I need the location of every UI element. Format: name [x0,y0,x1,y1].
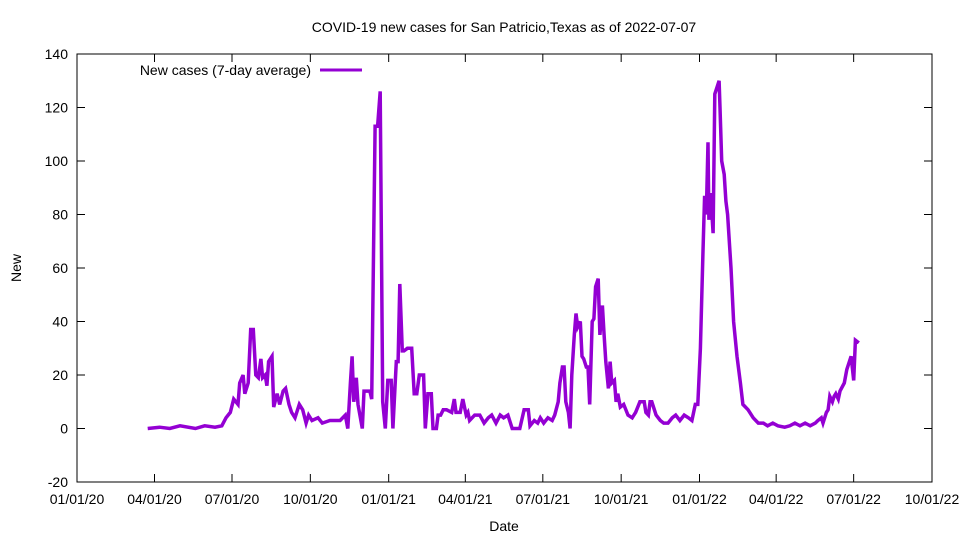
x-tick-label: 10/01/21 [594,491,649,507]
x-axis-label: Date [489,518,519,534]
x-tick-label: 01/01/21 [361,491,416,507]
y-tick-label: 60 [52,260,68,276]
x-tick-label: 01/01/20 [50,491,105,507]
series-line [147,80,860,431]
y-tick-label: 80 [52,207,68,223]
series-group [147,80,860,431]
x-tick-label: 04/01/21 [438,491,493,507]
y-tick-label: -20 [48,474,68,490]
y-axis-label: New [8,253,24,282]
x-tick-label: 10/01/20 [283,491,338,507]
y-axis: -20 0 20 40 60 80 100 120 140 [45,46,932,490]
y-tick-label: 120 [45,100,69,116]
x-tick-label: 04/01/20 [127,491,182,507]
x-tick-label: 07/01/22 [826,491,881,507]
x-axis: 01/01/20 04/01/20 07/01/20 10/01/20 01/01/21… [50,54,960,507]
legend: New cases (7-day average) [140,62,362,78]
y-tick-label: 140 [45,46,69,62]
x-tick-label: 07/01/21 [516,491,571,507]
y-tick-label: 100 [45,153,69,169]
y-tick-label: 20 [52,367,68,383]
x-tick-label: 10/01/22 [905,491,960,507]
chart-title: COVID-19 new cases for San Patricio,Texa… [312,19,697,35]
legend-label: New cases (7-day average) [140,62,311,78]
y-tick-label: 40 [52,314,68,330]
x-tick-label: 04/01/22 [749,491,804,507]
x-tick-label: 07/01/20 [205,491,260,507]
x-tick-label: 01/01/22 [672,491,727,507]
y-tick-label: 0 [60,421,68,437]
